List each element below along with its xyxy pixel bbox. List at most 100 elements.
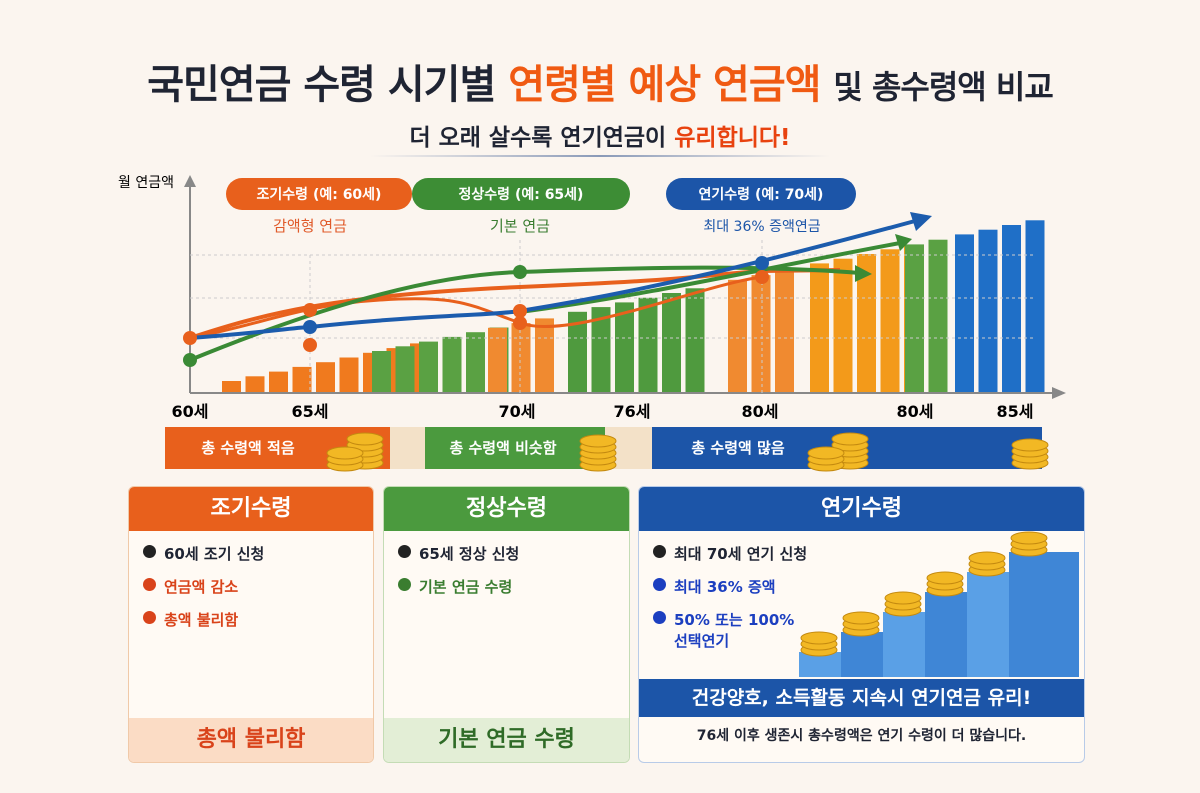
coin — [1010, 531, 1048, 545]
item-text: 연금액 감소 — [164, 578, 239, 596]
x-label: 65세 — [292, 402, 329, 421]
point — [303, 320, 317, 334]
line-arrow — [895, 234, 912, 251]
coin — [926, 571, 964, 585]
card-title: 정상수령 — [384, 487, 629, 531]
title-part: 국민연금 수령 시기별 — [147, 62, 496, 108]
subtitle: 더 오래 살수록 연기연금이 유리합니다! — [0, 118, 1200, 152]
x-label: 70세 — [499, 402, 536, 421]
point — [755, 256, 769, 270]
bullet — [143, 611, 156, 624]
decor-bar — [905, 244, 924, 393]
card-title: 조기수령 — [129, 487, 373, 531]
decor-bar — [269, 371, 288, 393]
decor-bar — [442, 336, 462, 393]
band-label: 총 수령액 적음 — [201, 439, 294, 457]
decor-bar — [728, 279, 747, 393]
badge-label: 조기수령 (예: 60세) — [257, 187, 382, 203]
coin-group — [326, 432, 1049, 472]
decor-bar — [511, 323, 531, 393]
x-label: 80세 — [897, 402, 934, 421]
point — [303, 303, 317, 317]
decor-bar — [372, 351, 391, 393]
decor-bar — [775, 270, 794, 393]
decor-bar — [316, 362, 335, 393]
card-item: 65세 정상 신청 — [398, 543, 629, 564]
card-item: 최대 70세 연기 신청 — [653, 543, 1084, 564]
decor-bar — [978, 229, 998, 393]
decor-bar — [1002, 225, 1021, 393]
x-labels: 60세 65세 70세 76세 80세 80세 85세 — [172, 402, 1034, 421]
line-arrow — [910, 212, 932, 231]
card-title: 연기수령 — [639, 487, 1084, 531]
decor-bar — [833, 258, 853, 393]
subtitle-highlight: 유리합니다! — [674, 125, 791, 151]
coin — [968, 551, 1006, 565]
bullet — [143, 578, 156, 591]
decor-bar — [685, 288, 705, 393]
x-label: 80세 — [742, 402, 779, 421]
band-label: 총 수령액 많음 — [691, 439, 784, 457]
decor-bar — [1025, 220, 1045, 393]
normal-line — [519, 241, 901, 314]
decor-bar — [419, 341, 438, 393]
decor-bar — [662, 293, 681, 393]
axis-arrow — [184, 175, 196, 187]
stairs — [799, 531, 1079, 677]
subtitle-text: 더 오래 살수록 연기연금이 — [409, 125, 667, 151]
coin — [884, 591, 922, 605]
decor-bar — [928, 239, 948, 393]
badge-note: 기본 연금 — [490, 217, 550, 235]
card-item: 연금액 감소 — [143, 576, 373, 597]
points — [183, 256, 769, 367]
decor-bar — [591, 307, 611, 393]
stair — [1009, 552, 1079, 677]
decor-bar — [810, 263, 829, 393]
point — [183, 353, 197, 367]
card-item: 최대 36% 증액 — [653, 576, 1084, 597]
item-text: 총액 불리함 — [164, 611, 239, 629]
card-item: 기본 연금 수령 — [398, 576, 629, 597]
x-label: 60세 — [172, 402, 209, 421]
point — [755, 270, 769, 284]
title-part: 및 총수령액 비교 — [833, 68, 1053, 106]
bullet — [398, 545, 411, 558]
title: 국민연금 수령 시기별 연령별 예상 연금액 및 총수령액 비교 — [0, 52, 1200, 110]
decor-bar — [292, 366, 312, 393]
decor-bar — [222, 381, 241, 393]
early-line — [189, 268, 841, 340]
badge-note: 감액형 연금 — [273, 217, 347, 235]
card-footer: 총액 불리함 — [129, 718, 373, 762]
y-axis-label: 월 연금액 — [118, 175, 174, 191]
decor-bar — [880, 249, 900, 393]
x-label: 85세 — [997, 402, 1034, 421]
bullet — [653, 611, 666, 624]
decor-bar — [245, 376, 265, 393]
card-footer: 기본 연금 수령 — [384, 718, 629, 762]
item-text: 최대 70세 연기 신청 — [674, 545, 808, 563]
coin — [807, 446, 845, 460]
badge — [226, 178, 412, 210]
card: 정상수령 65세 정상 신청 기본 연금 수령 기본 연금 수령 — [383, 486, 630, 763]
card-banner: 건강양호, 소득활동 지속시 연기연금 유리! — [639, 679, 1084, 717]
bullet — [653, 545, 666, 558]
bullet — [398, 578, 411, 591]
decor-bar — [615, 302, 634, 393]
point — [303, 338, 317, 352]
card-note: 76세 이후 생존시 총수령액은 연기 수령이 더 많습니다. — [696, 728, 1027, 744]
badge-label: 정상수령 (예: 65세) — [459, 186, 584, 203]
card-item: 총액 불리함 — [143, 609, 373, 630]
title-highlight: 연령별 예상 연금액 — [508, 62, 821, 108]
x-label: 76세 — [614, 402, 651, 421]
early-line — [189, 275, 763, 340]
item-text: 65세 정상 신청 — [419, 545, 520, 563]
decor-bar — [751, 275, 771, 393]
line-arrow — [855, 265, 872, 282]
bullet — [653, 578, 666, 591]
divider — [370, 155, 830, 157]
bar-group — [222, 220, 1045, 393]
card: 연기수령 최대 70세 연기 신청 최대 36% 증액 50% 또는 100% … — [638, 486, 1085, 763]
decor-bar — [955, 234, 974, 393]
coin — [579, 434, 617, 448]
